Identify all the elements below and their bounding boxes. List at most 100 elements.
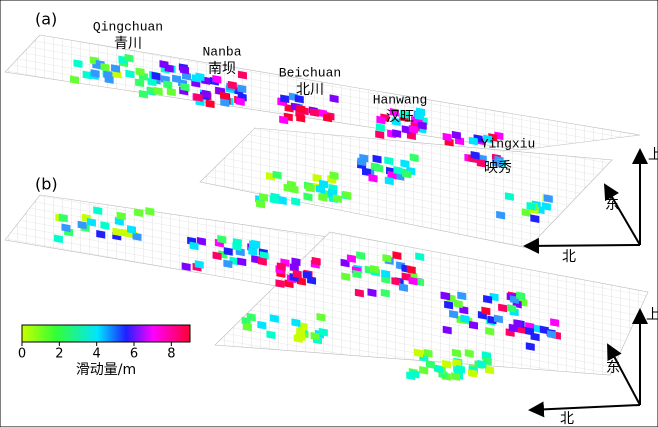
- slip-cell: [382, 254, 392, 263]
- colorbar-tick-label: 0: [18, 347, 26, 362]
- panel-label: (b): [35, 175, 58, 194]
- slip-cell: [380, 288, 390, 298]
- slip-cell: [311, 256, 321, 266]
- slip-cell: [346, 254, 356, 263]
- slip-cell: [464, 349, 474, 358]
- place-en: Hanwang: [373, 92, 428, 107]
- slip-cell: [289, 184, 299, 194]
- slip-cell: [296, 113, 306, 123]
- slip-cell: [180, 82, 190, 92]
- slip-cell: [291, 318, 301, 328]
- slip-cell: [223, 259, 233, 269]
- place-zh: 汉旺: [386, 109, 414, 125]
- slip-cell: [485, 327, 495, 336]
- slip-cell: [384, 176, 394, 186]
- slip-cell: [483, 295, 493, 304]
- slip-cell: [116, 211, 126, 221]
- slip-cell: [451, 130, 461, 140]
- slip-cell: [223, 247, 233, 256]
- slip-cell: [526, 202, 536, 211]
- slip-cell: [82, 70, 92, 80]
- slip-cell: [163, 80, 173, 89]
- slip-cell: [293, 334, 303, 343]
- slip-cell: [259, 251, 269, 260]
- slip-cell: [249, 240, 259, 250]
- slip-cell: [305, 183, 315, 193]
- slip-cell: [58, 213, 68, 223]
- slip-cell: [496, 210, 506, 220]
- slip-cell: [196, 237, 206, 246]
- slip-cell: [508, 323, 518, 333]
- slip-cell: [298, 322, 308, 331]
- slip-cell: [547, 330, 557, 339]
- slip-cell: [124, 53, 134, 63]
- compass-east: 东: [605, 197, 619, 213]
- slip-cell: [257, 320, 267, 330]
- slip-cell: [180, 65, 190, 75]
- slip-cell: [103, 70, 113, 80]
- slip-cell: [530, 214, 540, 224]
- slip-cell: [100, 221, 110, 230]
- slip-cell: [237, 70, 247, 80]
- slip-cell: [367, 288, 377, 298]
- place-zh: 北川: [296, 82, 324, 98]
- compass-north: 北: [562, 249, 576, 265]
- slip-cell: [391, 277, 401, 286]
- place-en: Yingxiu: [481, 136, 536, 151]
- colorbar-tick-label: 6: [130, 347, 138, 362]
- slip-cell: [272, 170, 282, 180]
- place-zh: 映秀: [484, 160, 512, 176]
- panel-label: (a): [35, 10, 57, 29]
- slip-cell: [248, 247, 258, 256]
- slip-cell: [212, 251, 222, 261]
- slip-cell: [393, 166, 403, 175]
- slip-cell: [354, 288, 364, 298]
- slip-cell: [112, 227, 122, 237]
- slip-cell: [227, 80, 237, 90]
- slip-cell: [402, 169, 412, 179]
- slip-cell: [279, 115, 289, 125]
- slip-cell: [266, 330, 276, 340]
- slip-cell: [459, 305, 469, 315]
- slip-cell: [292, 269, 302, 279]
- slip-cell: [492, 158, 502, 168]
- slip-cell: [541, 202, 551, 211]
- slip-cell: [269, 314, 279, 323]
- slip-cell: [201, 89, 211, 99]
- slip-cell: [485, 365, 495, 375]
- slip-cell: [309, 108, 319, 117]
- slip-cell: [310, 331, 320, 341]
- slip-cell: [417, 121, 427, 130]
- slip-cell: [193, 93, 203, 102]
- slip-cell: [332, 194, 342, 204]
- compass-up: 上: [648, 147, 658, 163]
- slip-cell: [135, 67, 145, 77]
- slip-cell: [550, 318, 560, 327]
- slip-cell: [441, 291, 451, 301]
- slip-cell: [195, 72, 205, 82]
- slip-cell: [134, 208, 144, 217]
- slip-cell: [400, 159, 410, 168]
- slip-cell: [303, 192, 313, 202]
- slip-cell: [153, 86, 163, 96]
- slip-cell: [410, 369, 420, 379]
- slip-cell: [357, 157, 367, 167]
- slip-cell: [356, 251, 366, 260]
- compass-up: 上: [646, 307, 658, 323]
- slip-cell: [389, 108, 399, 117]
- slip-cell: [392, 129, 402, 138]
- slip-cell: [391, 117, 401, 126]
- slip-cell: [242, 322, 252, 332]
- slip-cell: [415, 252, 425, 261]
- slip-cell: [469, 320, 479, 330]
- slip-cells: [53, 53, 561, 381]
- slip-cell: [318, 193, 328, 202]
- place-en: Nanba: [202, 44, 241, 59]
- slip-cell: [147, 77, 157, 87]
- slip-cell: [452, 358, 462, 368]
- slip-cell: [145, 207, 155, 216]
- slip-cell: [291, 257, 301, 267]
- slip-cell: [398, 283, 408, 292]
- slip-cell: [449, 310, 459, 319]
- slip-cell: [319, 179, 329, 189]
